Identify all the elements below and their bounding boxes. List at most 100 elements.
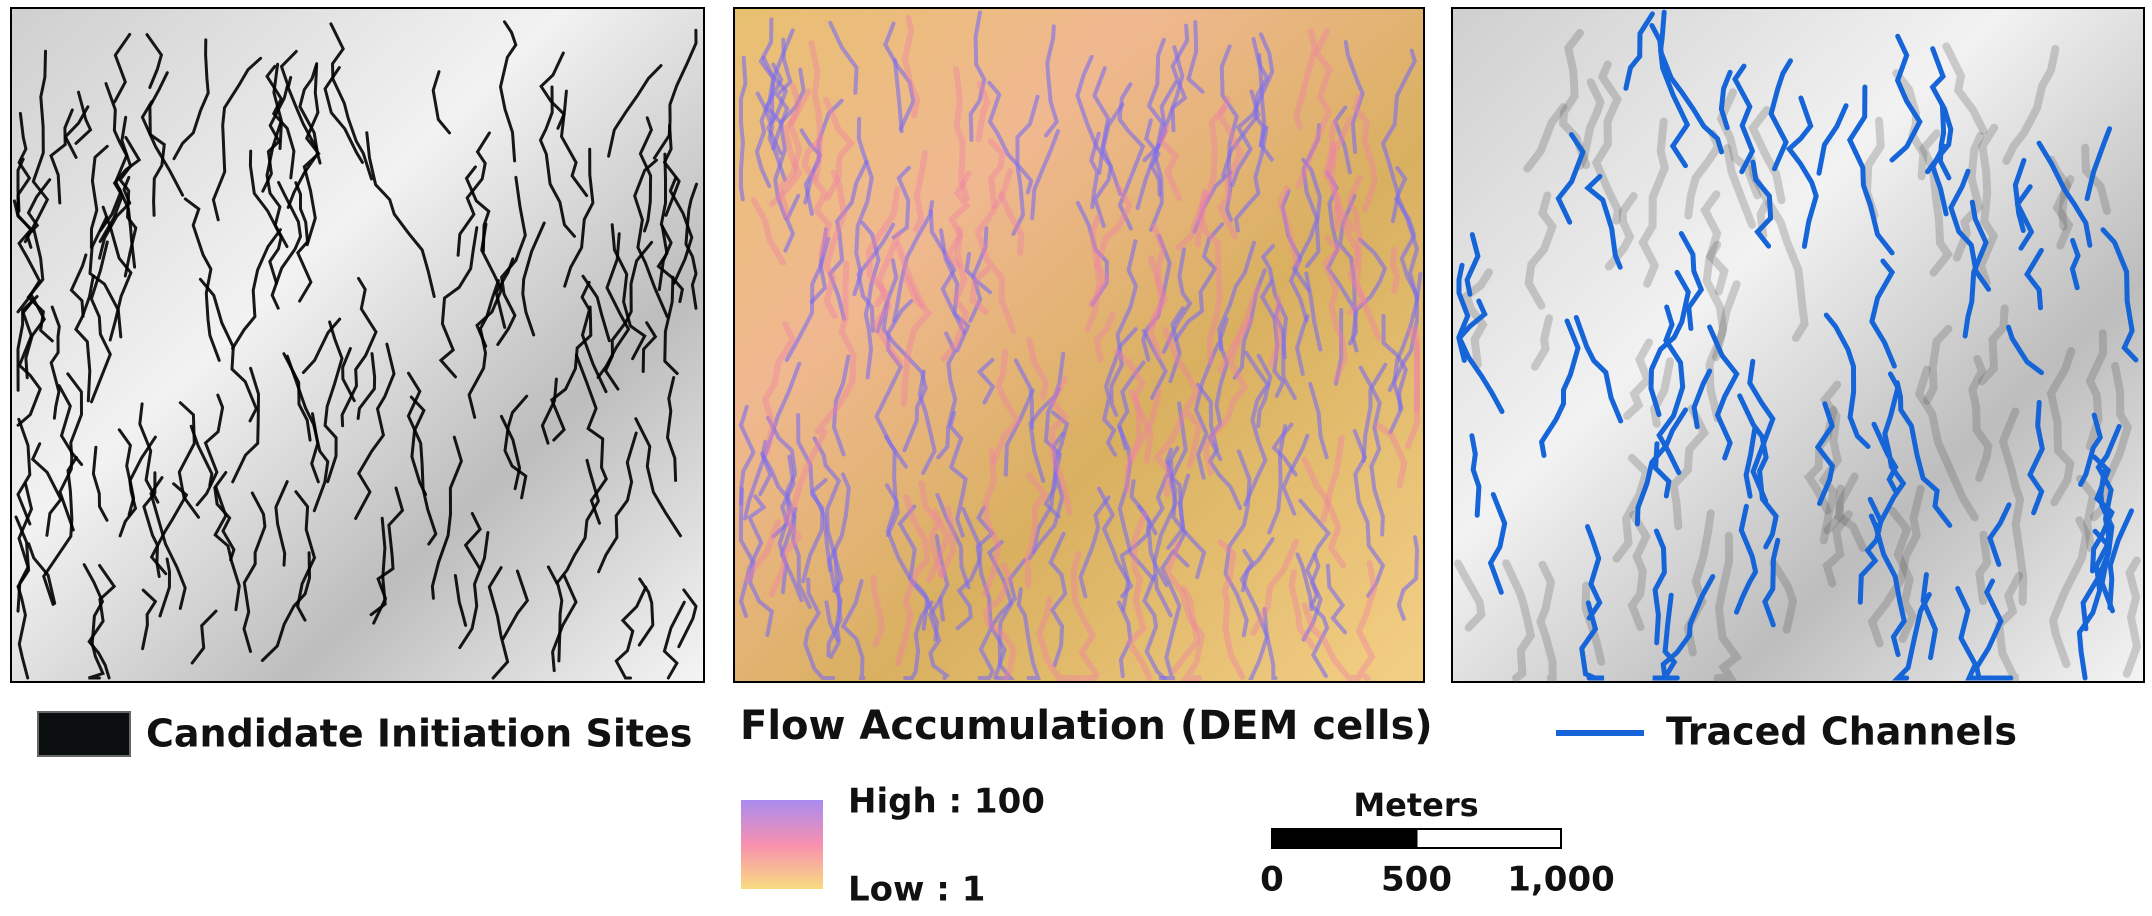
- terrain-stroke: [1889, 33, 1923, 163]
- terrain-stroke: [918, 480, 946, 579]
- terrain-stroke: [211, 56, 263, 222]
- terrain-stroke: [856, 222, 896, 333]
- terrain-stroke: [145, 33, 164, 89]
- terrain-stroke: [981, 448, 1002, 598]
- terrain-stroke: [1974, 578, 2004, 681]
- terrain-stroke: [975, 505, 995, 549]
- terrain-stroke: [2122, 556, 2142, 678]
- terrain-stroke: [74, 274, 95, 403]
- terrain-stroke: [1070, 550, 1100, 678]
- terrain-stroke: [113, 32, 132, 104]
- terrain-stroke: [1161, 247, 1193, 354]
- terrain-stroke: [16, 482, 34, 613]
- terrain-stroke: [1117, 425, 1155, 581]
- terrain-stroke: [2107, 508, 2134, 611]
- terrain-stroke: [903, 600, 934, 680]
- terrain-stroke: [754, 28, 795, 188]
- terrain-stroke: [242, 491, 267, 653]
- terrain-stroke: [614, 585, 648, 680]
- terrain-stroke: [148, 71, 169, 217]
- terrain-stroke: [1355, 560, 1378, 681]
- terrain-stroke: [496, 175, 527, 346]
- terrain-stroke: [977, 558, 1027, 680]
- terrain-stroke: [1281, 433, 1310, 516]
- terrain-stroke: [1185, 411, 1203, 469]
- terrain-stroke: [1846, 84, 1895, 256]
- terrain-stroke: [30, 442, 63, 537]
- terrain-stroke: [341, 347, 356, 403]
- terrain-stroke: [2084, 126, 2113, 202]
- terrain-stroke: [1093, 311, 1116, 363]
- terrain-stroke: [261, 49, 298, 193]
- terrain-stroke: [501, 569, 530, 641]
- terrain-stroke: [937, 505, 957, 578]
- terrain-stroke: [884, 434, 900, 537]
- scale-segment: [1271, 828, 1418, 849]
- terrain-stroke: [860, 220, 881, 380]
- terrain-stroke: [1650, 357, 1675, 428]
- terrain-stroke: [739, 55, 748, 202]
- terrain-stroke: [1192, 170, 1233, 234]
- terrain-stroke: [1634, 407, 1688, 527]
- terrain-stroke: [270, 181, 303, 310]
- legend-label: Candidate Initiation Sites: [146, 712, 692, 756]
- terrain-stroke: [1301, 456, 1347, 569]
- terrain-stroke: [1612, 454, 1651, 563]
- terrain-stroke: [975, 547, 1007, 680]
- terrain-stroke: [248, 149, 283, 285]
- terrain-stroke: [799, 128, 823, 205]
- terrain-stroke: [1723, 144, 1757, 229]
- terrain-stroke: [1823, 312, 1871, 449]
- terrain-stroke: [1769, 559, 1798, 634]
- terrain-stroke: [976, 358, 996, 405]
- terrain-stroke: [551, 574, 578, 673]
- terrain-stroke: [982, 562, 1017, 681]
- terrain-stroke: [1750, 159, 1774, 249]
- terrain-stroke: [16, 417, 32, 526]
- scale-tick-label: 500: [1381, 860, 1452, 900]
- terrain-stroke: [1523, 103, 1568, 173]
- terrain-stroke: [1888, 506, 1918, 643]
- terrain-stroke: [140, 100, 185, 197]
- terrain-stroke: [1308, 382, 1329, 460]
- terrain-stroke: [499, 414, 522, 491]
- terrain-stroke: [138, 402, 160, 504]
- terrain-stroke: [1301, 602, 1362, 681]
- terrain-stroke: [1322, 235, 1348, 383]
- terrain-stroke: [1732, 63, 1756, 175]
- terrain-stroke: [1524, 191, 1557, 310]
- terrain-stroke: [1358, 365, 1385, 537]
- terrain-stroke: [1648, 269, 1691, 418]
- terrain-stroke: [231, 228, 282, 350]
- terrain-stroke: [1604, 192, 1638, 271]
- terrain-stroke: [2036, 140, 2093, 248]
- terrain-stroke: [1705, 280, 1741, 423]
- terrain-stroke: [823, 96, 856, 202]
- terrain-stroke: [540, 377, 558, 445]
- terrain-stroke: [438, 226, 479, 379]
- terrain-stroke: [1380, 48, 1417, 224]
- terrain-stroke: [580, 280, 608, 394]
- terrain-stroke: [1968, 355, 1993, 482]
- terrain-stroke: [329, 22, 373, 181]
- terrain-stroke: [638, 116, 654, 233]
- terrain-stroke: [934, 534, 950, 622]
- terrain-stroke: [1818, 380, 1842, 545]
- terrain-stroke: [1573, 315, 1624, 424]
- terrain-stroke: [743, 361, 802, 521]
- terrain-stroke: [463, 512, 482, 571]
- terrain-stroke: [1868, 513, 1907, 658]
- terrain-stroke: [286, 62, 320, 209]
- terrain-stroke: [968, 10, 987, 142]
- terrain-stroke: [892, 200, 935, 323]
- terrain-stroke: [1374, 422, 1408, 489]
- terrain-stroke: [49, 108, 74, 205]
- terrain-stroke: [27, 542, 57, 605]
- terrain-stroke: [803, 577, 836, 680]
- terrain-stroke: [549, 305, 593, 442]
- terrain-stroke: [826, 548, 843, 658]
- terrain-stroke: [1148, 223, 1169, 331]
- terrain-stroke: [1240, 537, 1275, 593]
- terrain-stroke: [1084, 214, 1103, 333]
- terrain-stroke: [755, 91, 787, 182]
